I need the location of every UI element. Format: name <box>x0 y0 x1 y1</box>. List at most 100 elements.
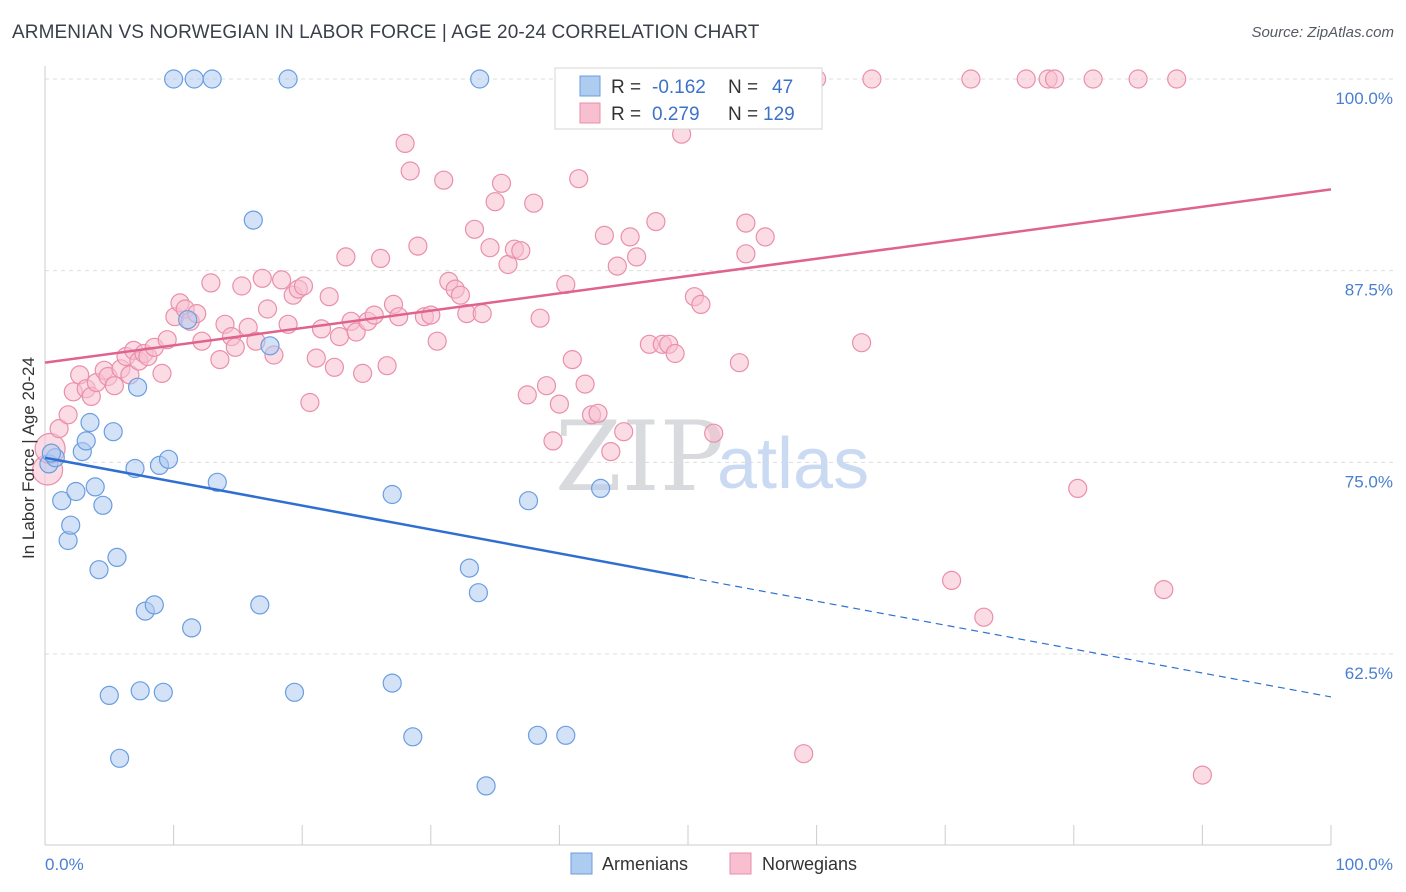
legend-swatch-armenians <box>579 75 601 97</box>
armenian-point <box>52 491 72 511</box>
norwegian-point <box>974 607 994 627</box>
armenian-point <box>403 727 423 747</box>
norwegian-point <box>306 348 326 368</box>
chart-source: Source: ZipAtlas.com <box>1251 24 1394 41</box>
norwegian-point <box>588 403 608 423</box>
armenian-point <box>144 595 164 615</box>
watermark: ZIP atlas <box>555 401 869 513</box>
norwegian-point <box>594 225 615 245</box>
norwegian-point <box>941 570 962 591</box>
norwegian-point <box>1016 69 1036 89</box>
norwegian-point <box>293 276 314 296</box>
norwegian-point <box>329 327 350 347</box>
norwegian-point <box>1083 69 1103 89</box>
grid-layer <box>45 78 1395 655</box>
norwegian-point <box>319 287 339 307</box>
armenian-point <box>61 515 81 535</box>
armenian-point <box>107 547 127 568</box>
norwegian-point <box>614 422 634 442</box>
norwegian-point <box>400 161 420 181</box>
armenian-trend-extension <box>687 576 1332 698</box>
norwegian-point <box>569 169 589 189</box>
legend-r-label-armenians: R = <box>611 77 641 98</box>
norwegian-point <box>1154 579 1174 600</box>
armenian-point <box>158 449 179 469</box>
y-tick-label: 62.5% <box>1345 664 1393 683</box>
norwegian-point <box>736 213 756 233</box>
norwegian-point <box>58 405 78 425</box>
legend-n-value-armenians: 47 <box>772 77 793 98</box>
norwegian-point <box>862 69 882 89</box>
armenian-point <box>128 377 148 397</box>
legend-r-value-armenians: -0.162 <box>652 77 706 98</box>
norwegian-point <box>464 219 485 239</box>
norwegian-point <box>511 241 531 261</box>
x-tick-label: 100.0% <box>1335 855 1393 874</box>
norwegian-point <box>480 238 500 258</box>
norwegian-point <box>691 294 711 314</box>
norwegian-point <box>1167 69 1187 89</box>
armenian-point <box>382 673 402 693</box>
norwegian-point <box>704 423 724 443</box>
armenian-point <box>250 595 270 615</box>
axis-layer: 62.5% 75.0% 87.5% 100.0% 0.0% 100.0% <box>44 66 1393 874</box>
norwegian-point <box>575 374 595 394</box>
norwegian-point <box>427 331 447 351</box>
y-tick-label: 75.0% <box>1345 472 1393 491</box>
bottom-legend-swatch-armenians <box>570 852 593 875</box>
norwegian-point <box>450 285 470 305</box>
legend-n-label-norwegians: N = <box>728 104 758 125</box>
norwegian-point <box>646 212 666 232</box>
norwegian-point <box>257 299 278 319</box>
norwegian-point <box>49 419 69 439</box>
norwegian-point <box>201 273 221 293</box>
bottom-legend: Armenians Norwegians <box>570 852 857 875</box>
y-axis-title: In Labor Force | Age 20-24 <box>19 357 38 559</box>
norwegian-point <box>408 236 428 256</box>
norwegian-point <box>225 337 245 357</box>
armenian-trend-line <box>44 456 689 579</box>
norwegian-point <box>530 308 550 328</box>
armenian-point <box>178 310 198 330</box>
armenian-point <box>284 682 305 702</box>
armenian-point <box>103 422 123 442</box>
x-tick-label: 0.0% <box>45 855 84 874</box>
armenian-point <box>93 495 113 515</box>
legend-r-value-norwegians: 0.279 <box>652 104 700 125</box>
norwegian-point <box>272 270 292 290</box>
armenian-point <box>459 558 479 578</box>
armenian-point <box>556 725 576 745</box>
norwegian-point <box>536 376 557 396</box>
armenian-point <box>99 685 119 706</box>
chart-title: ARMENIAN VS NORWEGIAN IN LABOR FORCE | A… <box>12 22 760 43</box>
norwegian-point <box>543 431 563 451</box>
armenian-point <box>470 69 490 89</box>
trend-layer <box>44 188 1332 698</box>
norwegian-point <box>601 442 621 462</box>
legend-r-label-norwegians: R = <box>611 104 641 125</box>
norwegian-point <box>311 319 332 339</box>
armenian-point <box>89 560 109 580</box>
norwegian-point <box>252 268 272 288</box>
norwegian-point <box>1192 765 1213 785</box>
legend-swatch-norwegians <box>579 102 601 124</box>
armenian-point <box>527 725 548 745</box>
armenian-point <box>518 491 539 511</box>
legend-n-label-armenians: N = <box>728 77 758 98</box>
y-tick-label: 100.0% <box>1335 89 1393 108</box>
armenian-point <box>260 336 280 356</box>
legend-n-value-norwegians: 129 <box>763 104 795 125</box>
armenian-point <box>590 478 611 498</box>
armenian-point <box>184 69 204 89</box>
norwegian-point <box>620 227 640 247</box>
norwegian-point <box>736 244 756 264</box>
armenian-point <box>66 481 86 502</box>
norwegian-point <box>232 276 252 296</box>
watermark-zip: ZIP <box>555 401 724 513</box>
armenian-point <box>476 776 496 796</box>
norwegian-point <box>549 394 570 414</box>
armenian-point <box>80 412 100 433</box>
norwegian-point <box>517 385 537 405</box>
norwegian-point <box>377 356 397 376</box>
